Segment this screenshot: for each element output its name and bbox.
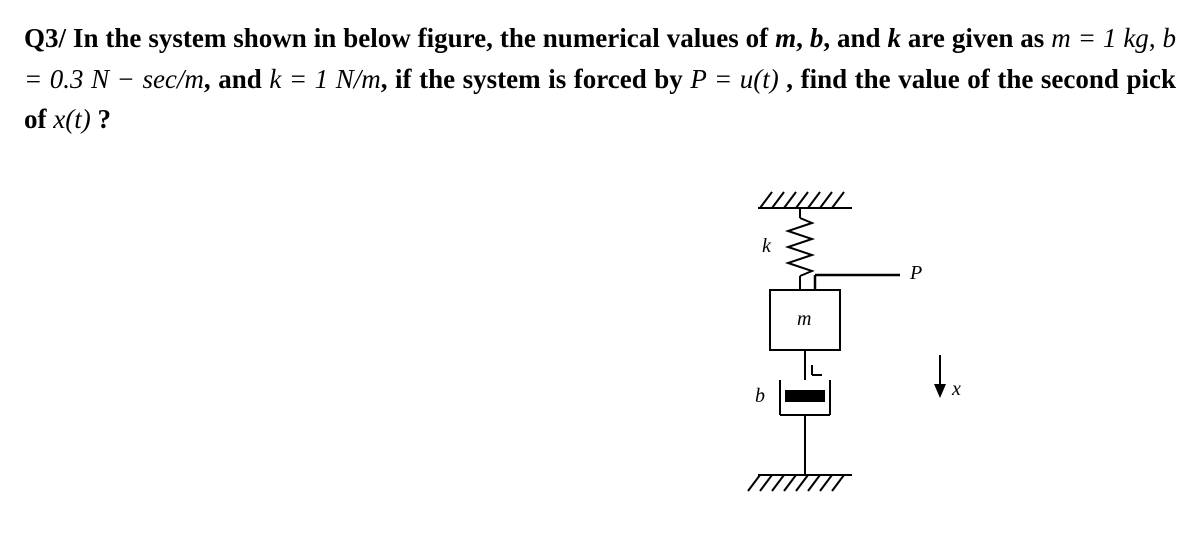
force-arm <box>815 275 900 290</box>
qmark: ? <box>91 104 111 134</box>
ceiling-hatch <box>758 192 852 208</box>
eq-k: k = 1 N/m <box>269 64 380 94</box>
label-x: x <box>952 378 961 401</box>
comma1: , <box>796 23 810 53</box>
x-arrow <box>934 355 946 398</box>
and-text: , and <box>204 64 269 94</box>
label-k: k <box>762 235 771 258</box>
question-text: Q3/ In the system shown in below figure,… <box>24 18 1176 140</box>
if-text: , if the system is forced by <box>381 64 691 94</box>
var-b: b <box>810 23 824 53</box>
diagram-svg <box>700 180 1000 540</box>
var-k: k <box>887 23 901 53</box>
q-prefix: Q3/ In the system shown in below figure,… <box>24 23 775 53</box>
and-k-text: , and <box>823 23 887 53</box>
label-P: P <box>910 262 922 285</box>
damper-piston <box>785 390 825 402</box>
var-m: m <box>775 23 796 53</box>
label-m: m <box>797 308 811 331</box>
eq-m: m = 1 kg <box>1051 23 1149 53</box>
ground-hatch <box>748 475 852 491</box>
label-b: b <box>755 385 765 408</box>
xt: x(t) <box>53 104 90 134</box>
damper-top-bracket <box>812 365 822 375</box>
eq-P: P = u(t) <box>690 64 778 94</box>
comma2: , <box>1149 23 1163 53</box>
given-text: are given as <box>901 23 1051 53</box>
spring <box>788 208 812 290</box>
spring-mass-damper-diagram: k P m b x <box>700 180 1000 540</box>
